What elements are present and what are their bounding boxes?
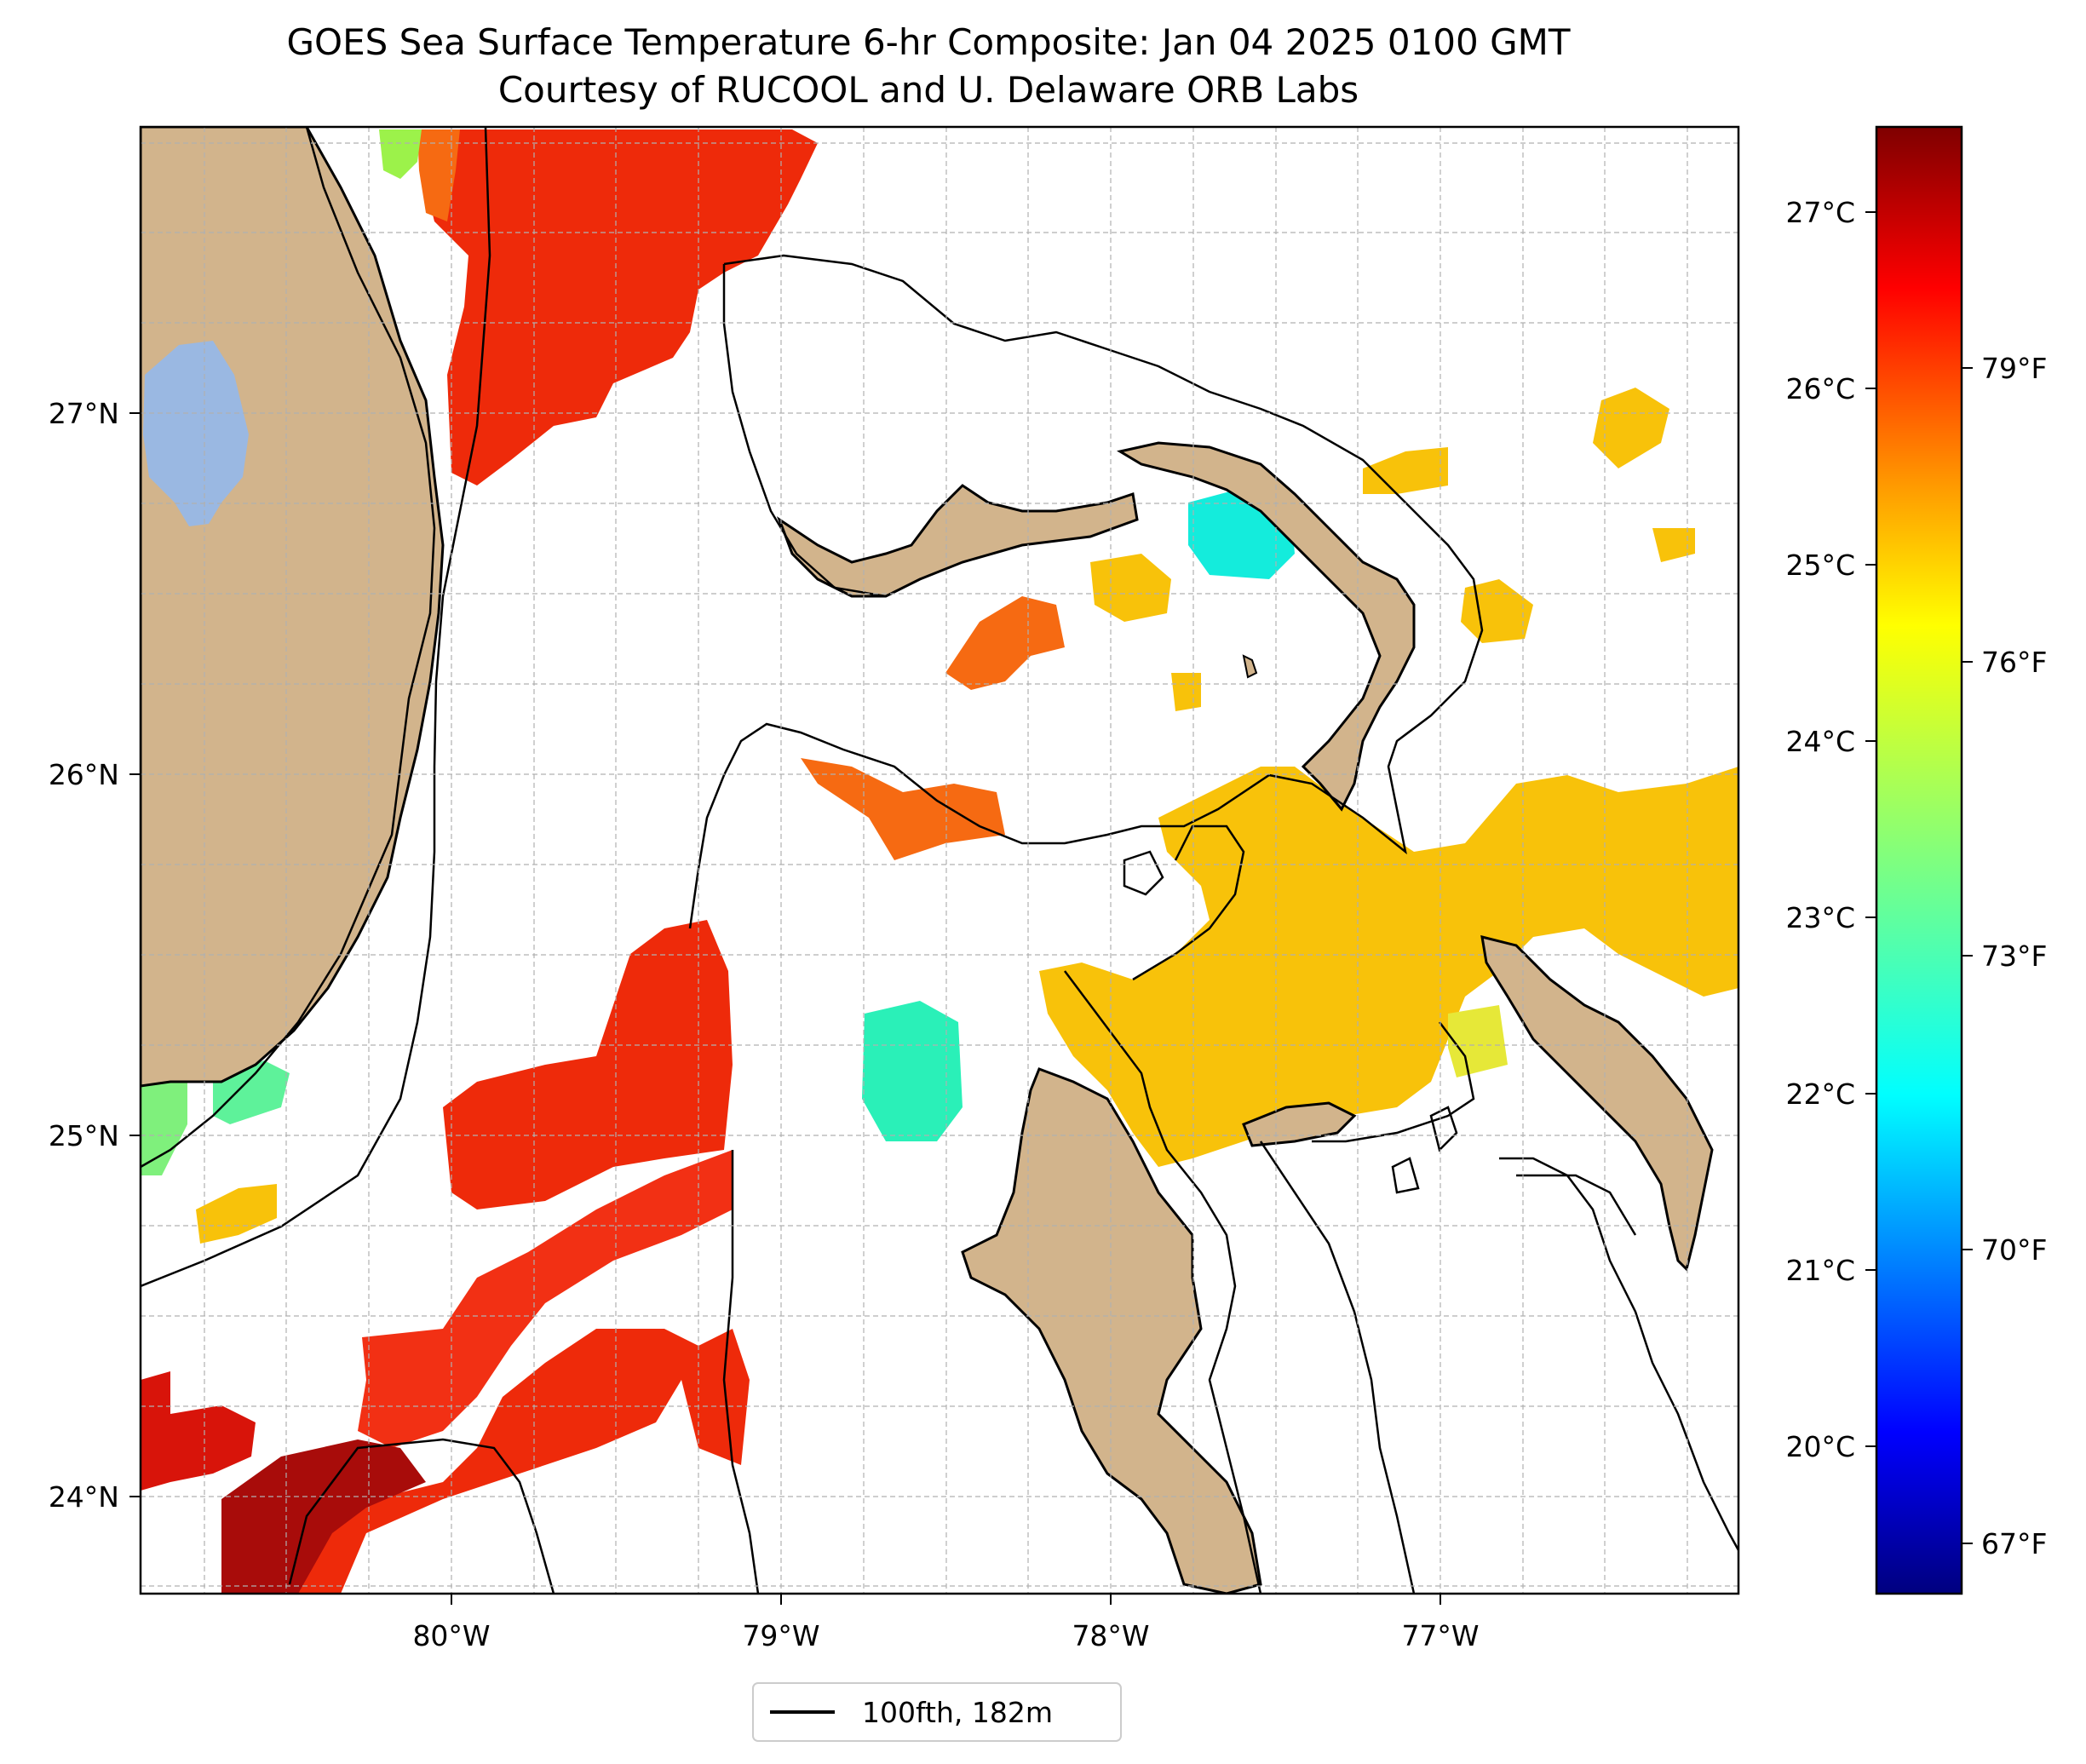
sst-patch-green-keys [141, 1065, 187, 1175]
colorbar-c-23: 23°C [1785, 901, 1855, 934]
sst-patch-yellow-east [1593, 388, 1669, 468]
lon-label-77w: 77°W [1401, 1619, 1479, 1652]
sst-patch-orange-2 [801, 758, 1005, 860]
contour-florida-straits-west [141, 127, 491, 1288]
colorbar-c-27: 27°C [1785, 196, 1855, 229]
sst-patch-yellow-small-2 [1171, 673, 1201, 711]
lat-label-24n: 24°N [49, 1480, 119, 1514]
sst-patch-top-green [379, 129, 422, 179]
lat-label-27n: 27°N [49, 397, 119, 430]
lon-label-78w: 78°W [1072, 1619, 1149, 1652]
colorbar-c-26: 26°C [1785, 372, 1855, 405]
contour-grand-bahama-north [722, 264, 887, 598]
contour-providence-channel [1312, 1021, 1475, 1143]
contour-grand-bahama-bank [688, 254, 1484, 929]
sst-patch-yellow-right2 [1652, 528, 1695, 562]
legend: 100fth, 182m [752, 1682, 1122, 1742]
colorbar-c-21: 21°C [1785, 1254, 1855, 1287]
grand-bahama-land [776, 484, 1139, 598]
contour-small-ring-3 [1391, 1157, 1420, 1194]
colorbar-f-79: 79°F [1981, 352, 2047, 385]
contour-tongue [1132, 825, 1245, 981]
lat-label-25n: 25°N [49, 1119, 119, 1152]
contour-exuma-sound [1259, 1141, 1416, 1594]
contour-small-ring [1123, 850, 1164, 896]
map-frame [139, 125, 1740, 1595]
map-area [141, 127, 1738, 1594]
sst-patch-yellow-keys [196, 1184, 277, 1244]
contour-south-straits [722, 1150, 760, 1594]
sst-patch-orange-1 [945, 596, 1065, 690]
sst-patch-florida-current-north [417, 129, 818, 486]
bimini-land [1242, 654, 1258, 679]
map-title: GOES Sea Surface Temperature 6-hr Compos… [286, 21, 1570, 63]
colorbar-c-25: 25°C [1785, 549, 1855, 582]
colorbar-c-20: 20°C [1785, 1430, 1855, 1463]
sst-patch-green [862, 1001, 963, 1141]
colorbar-c-24: 24°C [1785, 725, 1855, 758]
contour-florida-shelf [141, 127, 436, 1169]
fahrenheit-tick-marks [1962, 367, 1973, 1544]
lat-label-26n: 26°N [49, 758, 119, 791]
map-subtitle: Courtesy of RUCOOL and U. Delaware ORB L… [498, 69, 1359, 111]
colorbar [1875, 125, 1963, 1595]
eleuthera-land [1480, 934, 1714, 1272]
colorbar-f-70: 70°F [1981, 1233, 2047, 1267]
sst-patch-top-orange [417, 129, 460, 221]
gridlines [141, 127, 1738, 1594]
legend-box [752, 1682, 1122, 1742]
lat-tick-marks [129, 412, 141, 1497]
sst-patch-left-red [141, 1371, 256, 1491]
contour-small-ring-2 [1429, 1106, 1458, 1152]
legend-label: 100fth, 182m [862, 1696, 1053, 1729]
sst-patch-dark-red [221, 1439, 426, 1594]
sst-patch-yellow-small-3 [1448, 1005, 1508, 1077]
lake-okeechobee [143, 341, 249, 526]
contour-east-bank [1499, 1157, 1738, 1551]
lon-tick-marks [451, 1594, 1441, 1605]
andros-land [961, 1067, 1262, 1594]
lon-label-80w: 80°W [412, 1619, 490, 1652]
colorbar-f-73: 73°F [1981, 939, 2047, 973]
sst-patch-red-band-1 [443, 920, 733, 1210]
colorbar-f-76: 76°F [1981, 646, 2047, 679]
contour-east-line [1516, 1174, 1637, 1236]
sst-field [141, 129, 1738, 1594]
lon-label-79w: 79°W [742, 1619, 819, 1652]
colorbar-c-22: 22°C [1785, 1077, 1855, 1111]
celsius-tick-marks [1865, 211, 1876, 1447]
sst-patch-yellow-right [1461, 579, 1533, 643]
sst-patch-yellow-main [1039, 767, 1738, 1167]
abaco-land [1117, 441, 1416, 812]
colorbar-f-67: 67°F [1981, 1527, 2047, 1560]
